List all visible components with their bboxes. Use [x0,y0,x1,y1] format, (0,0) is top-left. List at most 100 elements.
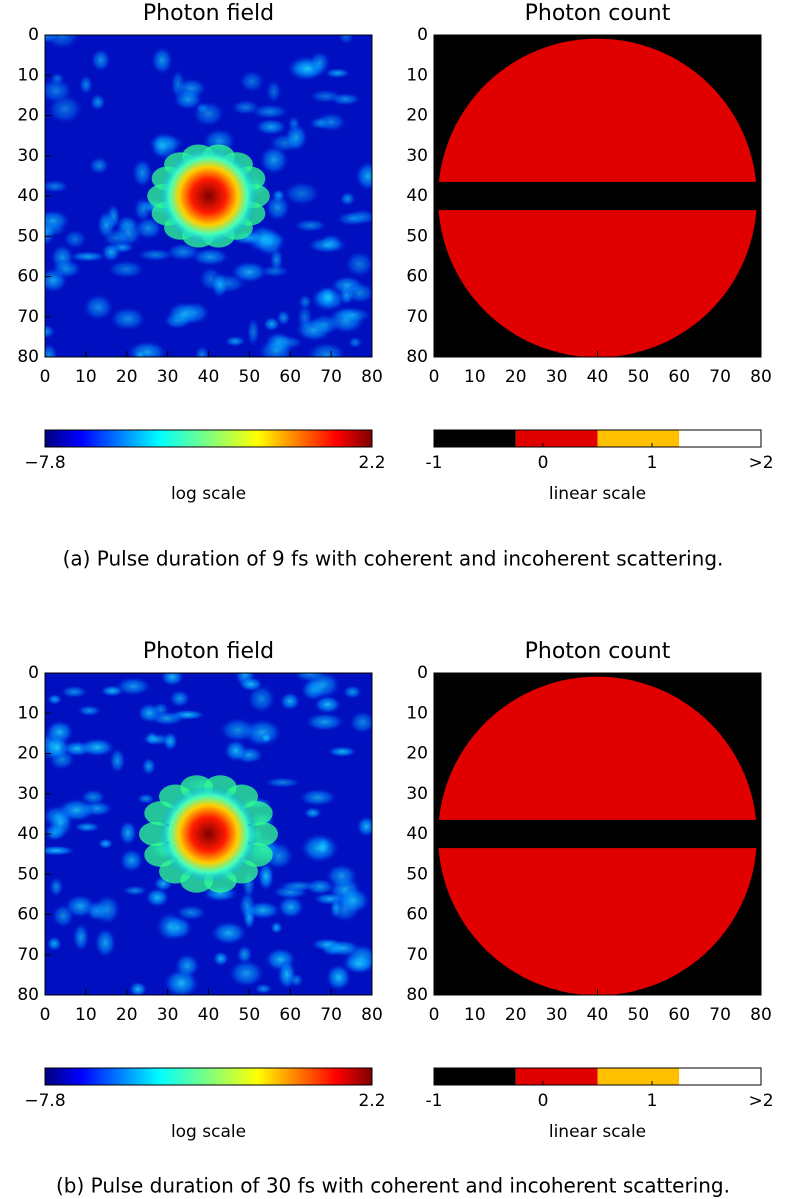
x-tick-label: 20 [505,367,527,387]
field-blob [257,862,275,891]
x-tick-label: 30 [157,1005,179,1025]
field-blob [98,838,114,849]
field-blob [162,731,178,751]
field-blob [213,951,229,967]
field-blob [305,712,345,732]
field-blob [101,242,121,262]
x-tick-label: 40 [587,367,609,387]
field-blob [309,51,331,74]
y-tick-label: 50 [406,864,428,884]
colorbar-label: linear scale [549,1122,646,1142]
x-tick-label: 10 [464,367,486,387]
colorbar-tick-label: >2 [748,453,773,473]
field-blob [69,251,107,262]
caption: (a) Pulse duration of 9 fs with coherent… [63,547,724,571]
field-blob [77,705,101,717]
field-blob [137,703,161,724]
colorbar-frame [433,429,762,448]
field-blob [326,939,360,957]
field-blob [48,808,73,838]
y-tick-label: 40 [406,186,428,206]
x-tick-label: 70 [709,1005,731,1025]
y-tick-label: 70 [17,945,39,965]
y-tick-label: 50 [406,226,428,246]
field-blob [299,788,337,807]
field-blob [192,101,225,127]
colorbar-tick-label: −7.8 [24,453,65,473]
field-blob [107,260,145,279]
y-tick-label: 50 [17,864,39,884]
field-blob [63,229,87,249]
x-tick-label: 70 [320,1005,342,1025]
x-tick-label: 60 [279,367,301,387]
field-blob [115,677,151,696]
colorbar-tick-label: 0 [538,1091,549,1111]
field-blob [151,46,173,75]
field-blob [236,944,253,965]
field-blob [325,864,358,888]
field-blob [259,145,289,175]
x-tick-label: 20 [116,367,138,387]
colorbar-label: linear scale [549,484,646,504]
field-blob [137,793,155,804]
y-tick-label: 40 [17,186,39,206]
field-blob [255,118,288,136]
field-blob [137,248,174,262]
colorbar-tick-label: -1 [426,453,443,473]
field-blob [284,123,308,152]
field-blob [109,307,147,331]
x-tick-label: 50 [239,367,261,387]
y-tick-label: 70 [17,307,39,327]
x-tick-label: 0 [40,1005,51,1025]
colorbar-segment [434,1068,516,1085]
field-blob [319,286,337,308]
field-blob [276,309,291,326]
field-blob [45,78,73,104]
field-blob [73,821,101,833]
y-tick-label: 30 [406,784,428,804]
field-blob [156,911,185,942]
caption: (b) Pulse duration of 30 fs with coheren… [56,1174,730,1198]
count-gap [434,819,761,849]
y-tick-label: 60 [406,905,428,925]
x-tick-label: 70 [320,367,342,387]
y-tick-label: 40 [17,824,39,844]
field-blob [264,777,301,788]
x-tick-label: 60 [279,1005,301,1025]
field-blob [133,349,147,357]
field-blob [307,237,347,254]
x-tick-label: 20 [505,1005,527,1025]
field-blob [305,878,335,895]
field-blob [127,341,167,357]
field-blob [145,887,170,908]
field-blob [230,261,268,283]
field-blob [45,324,56,339]
y-tick-label: 50 [17,226,39,246]
colorbar-label: log scale [171,1122,246,1142]
field-blob [175,904,207,921]
x-tick-label: 80 [750,367,772,387]
image [45,35,372,357]
x-tick-label: 80 [750,1005,772,1025]
colorbar-tick-label: >2 [748,1091,773,1111]
colorbar [45,430,372,447]
field-blob [134,216,163,240]
colorbar-segment [515,1068,598,1085]
plot-title: Photon count [525,639,671,664]
field-blob [339,191,356,206]
field-blob [83,294,114,321]
field-blob [89,156,110,175]
plot-title: Photon field [143,639,274,664]
field-blob [49,877,64,897]
field-blob [258,339,294,357]
x-tick-label: 10 [464,1005,486,1025]
field-blob [251,104,289,120]
plot-title: Photon count [525,1,671,26]
y-tick-label: 80 [406,347,428,367]
y-tick-label: 10 [17,703,39,723]
y-tick-label: 60 [17,905,39,925]
colorbar-tick-label: −7.8 [24,1091,65,1111]
x-tick-label: 40 [198,367,220,387]
field-blob [333,307,372,323]
field-blob [90,93,106,111]
